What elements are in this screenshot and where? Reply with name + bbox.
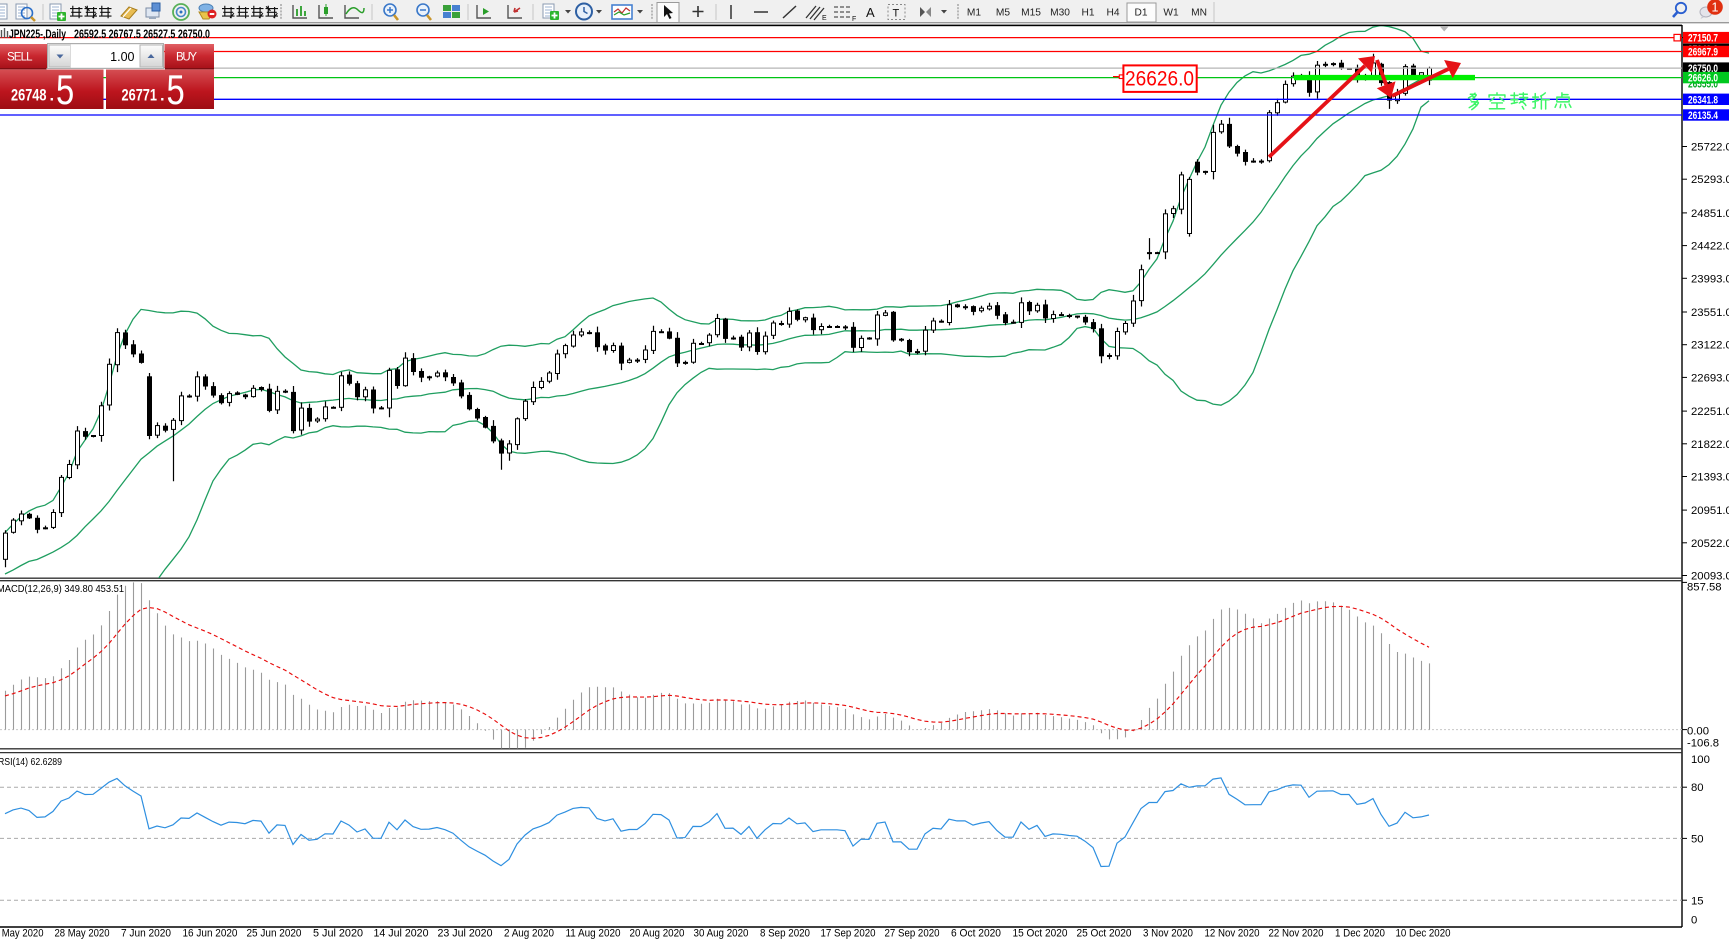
svg-text:16 Jun 2020: 16 Jun 2020 — [183, 928, 238, 940]
svg-text:D1: D1 — [1134, 8, 1147, 19]
svg-text:6 Oct 2020: 6 Oct 2020 — [951, 928, 1001, 940]
svg-text:12 Nov 2020: 12 Nov 2020 — [1205, 928, 1260, 940]
svg-text:BUY: BUY — [176, 52, 197, 64]
svg-text:7 Jun 2020: 7 Jun 2020 — [121, 928, 171, 940]
svg-text:17 Sep 2020: 17 Sep 2020 — [821, 928, 876, 940]
svg-text:857.58: 857.58 — [1687, 582, 1722, 594]
svg-text:22 Nov 2020: 22 Nov 2020 — [1269, 928, 1324, 940]
svg-text:20 Aug 2020: 20 Aug 2020 — [630, 928, 685, 940]
svg-text:0.00: 0.00 — [1687, 726, 1709, 738]
svg-text:21393.0: 21393.0 — [1691, 472, 1729, 484]
svg-text:25 Jun 2020: 25 Jun 2020 — [247, 928, 302, 940]
svg-text:14 Jul 2020: 14 Jul 2020 — [374, 928, 429, 940]
svg-text:1.00: 1.00 — [110, 50, 134, 64]
svg-text:26341.8: 26341.8 — [1688, 94, 1718, 106]
svg-text:24851.0: 24851.0 — [1691, 208, 1729, 220]
svg-text:1 Dec 2020: 1 Dec 2020 — [1335, 928, 1385, 940]
svg-text:26135.4: 26135.4 — [1688, 110, 1718, 122]
svg-text:5: 5 — [56, 66, 74, 113]
svg-text:JPN225-,Daily: JPN225-,Daily — [9, 27, 66, 41]
svg-text:2 Aug 2020: 2 Aug 2020 — [504, 928, 554, 940]
svg-text:25722.0: 25722.0 — [1691, 142, 1729, 154]
svg-text:23 Jul 2020: 23 Jul 2020 — [438, 928, 493, 940]
svg-text:.: . — [50, 87, 55, 105]
svg-text:25 Oct 2020: 25 Oct 2020 — [1077, 928, 1132, 940]
svg-text:24422.0: 24422.0 — [1691, 241, 1729, 253]
svg-text:20093.0: 20093.0 — [1691, 571, 1729, 583]
svg-text:19 May 2020: 19 May 2020 — [0, 928, 44, 940]
svg-text:15 Oct 2020: 15 Oct 2020 — [1013, 928, 1068, 940]
svg-text:SELL: SELL — [7, 52, 33, 64]
svg-text:27150.7: 27150.7 — [1688, 33, 1718, 45]
svg-text:MACD(12,26,9) 349.80 453.51: MACD(12,26,9) 349.80 453.51 — [0, 584, 124, 595]
svg-text:26748: 26748 — [11, 87, 47, 105]
svg-text:20522.0: 20522.0 — [1691, 538, 1729, 550]
svg-text:28 May 2020: 28 May 2020 — [55, 928, 110, 940]
svg-text:10 Dec 2020: 10 Dec 2020 — [1396, 928, 1451, 940]
svg-text:RSI(14) 62.6289: RSI(14) 62.6289 — [0, 757, 62, 768]
svg-text:5 Jul 2020: 5 Jul 2020 — [313, 928, 363, 940]
svg-text:8 Sep 2020: 8 Sep 2020 — [760, 928, 810, 940]
svg-text:27 Sep 2020: 27 Sep 2020 — [885, 928, 940, 940]
svg-text:-106.8: -106.8 — [1687, 738, 1719, 750]
svg-text:15: 15 — [1691, 896, 1704, 908]
svg-text:26626.0: 26626.0 — [1688, 73, 1718, 85]
svg-text:22251.0: 22251.0 — [1691, 406, 1729, 418]
svg-text:26626.0: 26626.0 — [1125, 67, 1194, 91]
svg-text:26771: 26771 — [122, 87, 158, 105]
svg-text:23993.0: 23993.0 — [1691, 273, 1729, 285]
svg-text:T: T — [893, 8, 900, 20]
svg-text:MN: MN — [1191, 8, 1207, 19]
svg-text:E: E — [822, 15, 827, 22]
svg-text:5: 5 — [167, 66, 185, 113]
svg-text:23122.0: 23122.0 — [1691, 340, 1729, 352]
svg-text:11 Aug 2020: 11 Aug 2020 — [566, 928, 621, 940]
svg-text:30 Aug 2020: 30 Aug 2020 — [694, 928, 749, 940]
svg-text:22693.0: 22693.0 — [1691, 372, 1729, 384]
svg-text:3 Nov 2020: 3 Nov 2020 — [1143, 928, 1193, 940]
svg-text:50: 50 — [1691, 834, 1704, 846]
svg-text:26592.5 26767.5 26527.5 26750.: 26592.5 26767.5 26527.5 26750.0 — [74, 27, 210, 41]
svg-text:20951.0: 20951.0 — [1691, 505, 1729, 517]
svg-text:H1: H1 — [1081, 8, 1094, 19]
svg-text:M30: M30 — [1050, 8, 1070, 19]
svg-text:100: 100 — [1691, 754, 1710, 766]
svg-text:26967.9: 26967.9 — [1688, 47, 1718, 59]
svg-text:A: A — [866, 5, 875, 20]
svg-text:M15: M15 — [1021, 8, 1041, 19]
svg-text:W1: W1 — [1163, 8, 1179, 19]
svg-text:25293.0: 25293.0 — [1691, 174, 1729, 186]
svg-text:80: 80 — [1691, 782, 1704, 794]
svg-text:F: F — [852, 16, 856, 23]
svg-text:23551.0: 23551.0 — [1691, 307, 1729, 319]
svg-text:M5: M5 — [996, 8, 1010, 19]
svg-text:M1: M1 — [967, 8, 981, 19]
svg-text:H4: H4 — [1106, 8, 1119, 19]
svg-text:0: 0 — [1691, 915, 1697, 927]
svg-text:1: 1 — [1712, 1, 1719, 15]
svg-text:21822.0: 21822.0 — [1691, 439, 1729, 451]
svg-text:.: . — [160, 87, 165, 105]
